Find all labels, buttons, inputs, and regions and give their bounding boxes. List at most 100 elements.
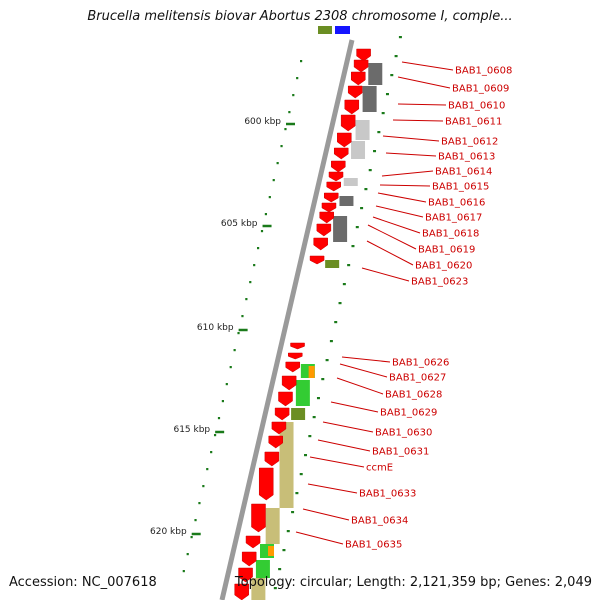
ring-dot [394,55,398,58]
cds-arrow [319,211,334,224]
ring-dot [342,283,346,286]
ring-dot [249,281,252,284]
ring-dot [292,94,295,97]
cds-arrow [331,160,346,173]
cog-block [295,380,310,406]
cog-block [251,578,266,600]
ring-dot [308,435,312,438]
cog-block [268,546,275,556]
gene-label: BAB1_0633 [359,489,416,500]
ring-dot [245,298,248,301]
gene-label: BAB1_0609 [452,84,509,95]
cog-block [355,120,370,140]
chromosome-backbone [219,39,355,600]
ring-dot [206,468,209,471]
ring-dot [360,207,364,210]
gene-leader-line [385,152,437,157]
gene-label: BAB1_0611 [445,117,502,128]
ring-dot [321,378,325,381]
gene-label: ccmE [366,463,393,474]
ring-dot [233,349,236,352]
gene-leader-line [317,439,371,452]
ring-dot [364,188,368,191]
ring-dot [256,247,260,250]
cog-block [325,260,340,268]
gene-leader-line [375,205,424,218]
ring-dot [304,454,308,457]
cds-arrow [313,237,328,251]
ring-dot [253,264,256,267]
ring-dot [398,36,402,39]
cds-arrow [274,407,290,421]
cds-arrow [285,361,301,373]
scale-ticks: 600 kbp 605 kbp 610 kbp 615 kbp 620 kbp [150,117,295,537]
cds-arrow [353,59,369,73]
gene-label: BAB1_0612 [441,137,498,148]
backbone-line [219,39,355,600]
gene-label: BAB1_0627 [389,373,446,384]
ring-dot [186,553,189,556]
gene-leader-line [397,76,451,89]
top-cog-block [318,26,332,34]
gene-label: BAB1_0619 [418,245,475,256]
cds-arrow [234,583,249,600]
gene-leader-line [379,184,431,187]
ring-dot [286,530,290,533]
cds-arrow [347,85,363,99]
scale-label: 600 kbp [244,117,281,127]
gene-leader-line [401,61,454,71]
cog-feature-track [251,26,383,600]
cds-arrow [328,171,344,182]
cds-arrow [288,352,303,360]
ring-dot [288,111,291,114]
cog-block [279,422,294,508]
ring-dot [210,451,213,454]
top-cog-block [335,26,350,34]
cds-arrow [340,114,356,132]
gene-leader-line [341,356,391,363]
gene-label: BAB1_0613 [438,152,495,163]
gene-leader-line [367,224,417,250]
ring-dot [213,434,217,437]
ring-dot [381,112,385,115]
cog-block [333,216,348,242]
ring-dot [284,128,287,131]
gene-label: BAB1_0623 [411,277,468,288]
ring-dot [338,302,342,305]
gene-label: BAB1_0608 [455,66,512,77]
ring-dot [202,485,205,488]
cds-arrow [264,451,280,467]
cds-arrow [251,503,266,533]
cog-block [343,178,358,186]
gene-leader-line [381,170,434,177]
gene-label: BAB1_0626 [392,358,449,369]
cds-arrow-track [234,48,371,600]
ring-dot [312,416,316,419]
gene-leader-line [382,135,440,142]
cds-arrow [309,255,325,265]
cds-arrow [337,132,352,148]
scale-label: 610 kbp [197,323,234,333]
gene-label: BAB1_0610 [448,101,505,112]
ring-dot [225,383,228,386]
cog-block [339,196,354,206]
ring-dot [276,162,279,165]
ring-dot [334,321,338,324]
cds-arrow [333,147,349,160]
ring-dot [373,150,377,153]
ring-dot [377,131,381,134]
cds-arrow [238,567,253,583]
ring-dot [291,511,295,514]
cds-arrow [281,375,297,391]
cds-arrow [241,551,257,567]
cds-arrow [271,421,287,435]
gene-label: BAB1_0617 [425,213,482,224]
ring-dot [217,417,221,420]
gene-label: BAB1_0628 [385,390,442,401]
gene-labels: BAB1_0608 BAB1_0609 BAB1_0610 BAB1_0611 BAB1… [295,61,512,551]
ring-dot [273,587,277,590]
gene-leader-line [322,421,374,433]
ring-dot [229,366,232,369]
gene-label: BAB1_0635 [345,540,402,551]
